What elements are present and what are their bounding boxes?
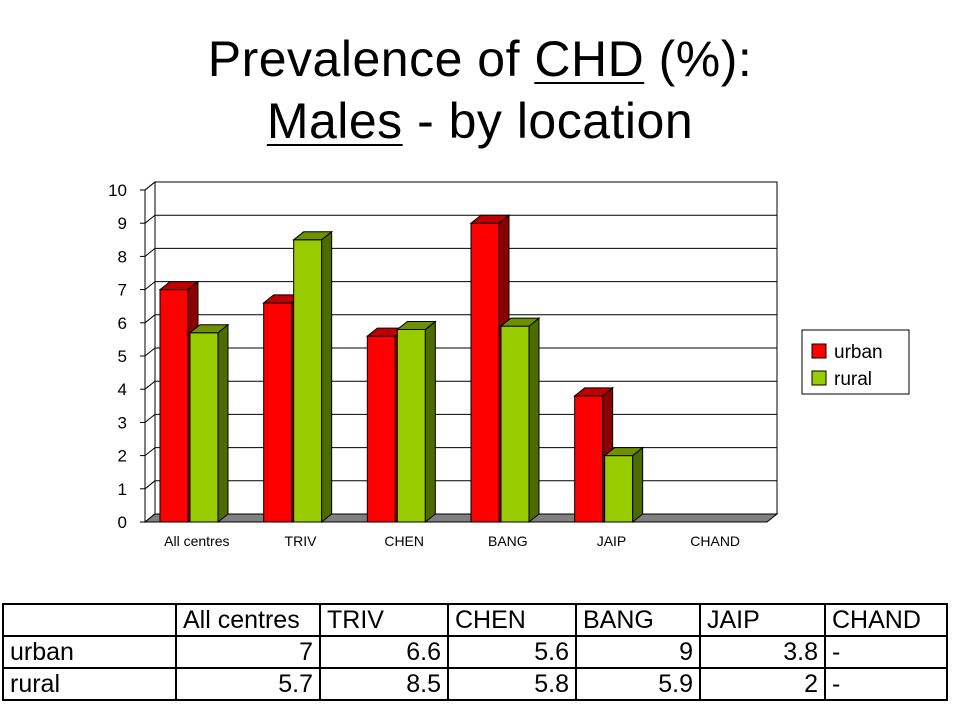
gridline [144, 214, 777, 224]
bar-rural-side [632, 446, 644, 524]
bar-rural-front [604, 455, 634, 523]
bar-rural-top [395, 320, 437, 330]
table-header-row: All centres TRIV CHEN BANG JAIP CHAND [2, 603, 948, 637]
y-tick-label: 6 [118, 314, 127, 333]
y-tick-label: 9 [118, 214, 127, 233]
y-tick-label: 0 [118, 513, 127, 532]
plot-floor [143, 513, 779, 523]
bar-rural-top [292, 231, 334, 241]
title-chd: CHD [534, 31, 645, 87]
table-row-label: urban [2, 635, 177, 669]
bar-urban-front [263, 302, 293, 523]
x-tick-label: CHAND [690, 533, 740, 549]
y-tick-label: 3 [118, 413, 127, 432]
bar-rural-top [188, 324, 230, 334]
gridline [144, 380, 777, 390]
table-header-cell [2, 603, 177, 637]
gridline [144, 314, 777, 324]
title-line-2: Males - by location [0, 90, 960, 152]
gridline [144, 181, 777, 191]
bar-rural-side [217, 323, 229, 524]
title-suffix: (%): [644, 31, 753, 87]
x-tick-label: TRIV [285, 533, 318, 549]
y-tick-label: 4 [118, 380, 127, 399]
table-cell: 5.9 [575, 667, 701, 701]
gridline [144, 447, 777, 456]
y-tick-label: 8 [118, 247, 127, 266]
legend-label-rural: rural [834, 369, 872, 390]
bar-rural-front [293, 239, 323, 523]
table-header-cell: All centres [175, 603, 321, 637]
bar-chart: 0 1 2 3 4 5 6 7 8 9 10 All centres TRIV CHEN BANG JAIP C… [108, 180, 910, 549]
bar-urban-top [573, 387, 615, 397]
y-tick-label: 5 [118, 347, 127, 366]
table-cell: 5.8 [447, 667, 577, 701]
bar-urban-front [574, 395, 604, 523]
bar-rural-front [396, 328, 426, 523]
x-tick-label: BANG [488, 533, 528, 549]
x-tick-label: CHEN [384, 533, 424, 549]
bar-urban-front [470, 222, 500, 523]
table-cell: 9 [575, 635, 701, 669]
bar-rural-front [500, 325, 530, 523]
table-header-cell: CHAND [824, 603, 948, 637]
gridline [144, 281, 777, 290]
gridline [144, 413, 777, 423]
bar-rural-side [528, 317, 540, 524]
table-header-cell: JAIP [699, 603, 826, 637]
legend-swatch-rural [811, 370, 827, 386]
legend-label-urban: urban [834, 342, 883, 363]
title-by-location: - by location [402, 93, 694, 149]
bar-urban-top [158, 281, 200, 291]
title-prefix: Prevalence of [207, 31, 535, 87]
y-tick-label: 2 [118, 447, 127, 466]
bar-rural-top [499, 317, 541, 327]
table-cell: 7 [175, 635, 321, 669]
table-header-cell: TRIV [319, 603, 449, 637]
title-line-1: Prevalence of CHD (%): [0, 28, 960, 90]
table-cell: - [824, 667, 948, 701]
bar-urban-front [159, 289, 189, 523]
y-tick-label: 10 [108, 181, 127, 200]
gridline [144, 347, 777, 357]
table-row-label: rural [2, 667, 177, 701]
table-cell: 2 [699, 667, 826, 701]
y-tick-label: 7 [118, 281, 127, 300]
table-header-cell: BANG [575, 603, 701, 637]
chart-title: Prevalence of CHD (%): Males - by locati… [0, 28, 960, 152]
gridline [144, 480, 777, 490]
bar-rural-side [424, 320, 436, 524]
table-cell: 5.7 [175, 667, 321, 701]
x-tick-label: JAIP [597, 533, 627, 549]
table-row-urban: urban 7 6.6 5.6 9 3.8 - [2, 635, 948, 669]
gridline [144, 247, 777, 257]
table-cell: 6.6 [319, 635, 449, 669]
y-tick-label: 1 [118, 480, 127, 499]
table-row-rural: rural 5.7 8.5 5.8 5.9 2 - [2, 667, 948, 701]
legend-swatch-urban [811, 343, 827, 359]
table-cell: 3.8 [699, 635, 826, 669]
table-cell: 8.5 [319, 667, 449, 701]
bar-urban-top [469, 214, 511, 224]
table-header-cell: CHEN [447, 603, 577, 637]
bar-urban-front [366, 335, 396, 523]
table-cell: - [824, 635, 948, 669]
x-tick-label: All centres [164, 533, 229, 549]
bar-rural-side [321, 230, 333, 524]
bar-rural-front [189, 332, 219, 523]
table-cell: 5.6 [447, 635, 577, 669]
data-table: All centres TRIV CHEN BANG JAIP CHAND ur… [2, 603, 948, 701]
bar-rural-top [603, 447, 645, 457]
title-males: Males [266, 93, 403, 149]
